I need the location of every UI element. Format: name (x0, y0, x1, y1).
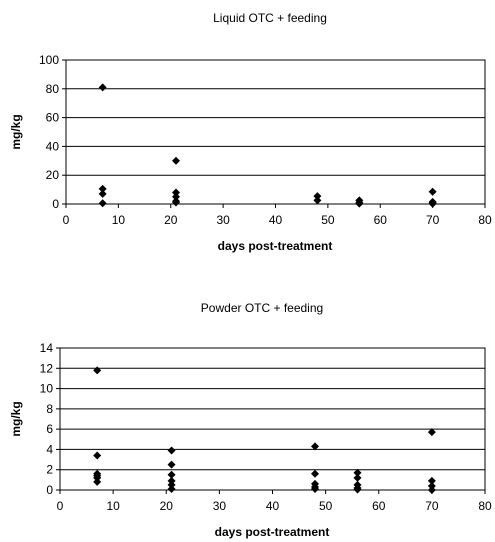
data-point-marker (167, 484, 176, 493)
x-tick-label: 70 (426, 213, 440, 227)
x-tick-label: 80 (478, 213, 492, 227)
y-tick-label: 6 (46, 422, 53, 436)
data-point-marker (313, 196, 322, 205)
data-point-marker (93, 366, 102, 375)
x-tick-label: 70 (425, 499, 439, 513)
data-point-marker (167, 446, 176, 455)
x-tick-label: 0 (63, 213, 70, 227)
chart-title: Powder OTC + feeding (201, 301, 323, 315)
data-point-marker (167, 480, 176, 489)
y-tick-label: 14 (40, 341, 54, 355)
data-point-marker (98, 184, 107, 193)
chart-title: Liquid OTC + feeding (213, 11, 327, 25)
y-tick-label: 20 (46, 168, 60, 182)
data-point-marker (427, 428, 436, 437)
data-point-marker (353, 473, 362, 482)
data-point-marker (427, 481, 436, 490)
data-point-marker (171, 198, 180, 207)
x-tick-label: 40 (266, 499, 280, 513)
data-point-marker (355, 199, 364, 208)
x-axis-label: days post-treatment (218, 239, 333, 253)
chart-liquid-otc: Liquid OTC + feeding 0 10 20 30 40 50 60 70 80 0… (9, 11, 492, 253)
data-point-marker (311, 442, 319, 451)
plot-area-frame (59, 347, 486, 491)
data-point-marker (427, 486, 436, 494)
y-tick-label: 100 (39, 53, 59, 67)
chart-powder-otc: Powder OTC + feeding 0 10 20 30 40 50 60 70 80 0… (9, 301, 492, 539)
data-point-marker (428, 199, 437, 208)
x-axis-ticks: 0 10 20 30 40 50 60 70 80 (63, 204, 492, 227)
x-axis-ticks: 0 10 20 30 40 50 60 70 80 (57, 490, 492, 513)
x-tick-label: 50 (321, 213, 335, 227)
data-point-marker (98, 83, 107, 92)
y-tick-label: 60 (46, 111, 60, 125)
x-tick-label: 40 (269, 213, 283, 227)
data-points (98, 83, 437, 208)
x-tick-label: 30 (213, 499, 227, 513)
data-point-marker (171, 192, 180, 201)
gridlines (60, 367, 485, 471)
data-point-marker (311, 469, 319, 478)
y-tick-label: 0 (52, 197, 59, 211)
x-tick-label: 80 (478, 499, 492, 513)
y-tick-label: 2 (46, 463, 53, 477)
data-point-marker (167, 460, 176, 469)
data-point-marker (167, 476, 176, 485)
gridlines (66, 88, 485, 176)
data-point-marker (98, 189, 107, 198)
y-axis-label: mg/kg (9, 114, 23, 149)
y-tick-label: 10 (40, 382, 54, 396)
x-tick-label: 10 (106, 499, 120, 513)
x-tick-label: 20 (160, 499, 174, 513)
x-tick-label: 60 (372, 499, 386, 513)
x-tick-label: 10 (112, 213, 126, 227)
data-point-marker (353, 468, 362, 477)
data-point-marker (311, 484, 319, 493)
y-axis-label: mg/kg (9, 401, 23, 436)
data-point-marker (93, 451, 102, 460)
x-tick-label: 60 (374, 213, 388, 227)
data-point-marker (93, 473, 102, 482)
x-tick-label: 20 (164, 213, 178, 227)
data-point-marker (428, 187, 437, 196)
x-axis-label: days post-treatment (215, 525, 330, 539)
x-tick-label: 50 (319, 499, 333, 513)
y-axis-ticks: 0 2 4 6 8 10 12 14 (40, 341, 60, 497)
data-point-marker (427, 476, 436, 485)
x-tick-label: 0 (57, 499, 64, 513)
y-tick-label: 40 (46, 139, 60, 153)
data-point-marker (171, 188, 180, 197)
data-point-marker (93, 477, 102, 486)
data-points (93, 366, 436, 494)
y-axis-ticks: 0 20 40 60 80 100 (39, 53, 66, 211)
data-point-marker (167, 470, 176, 479)
y-tick-label: 0 (46, 483, 53, 497)
y-tick-label: 80 (46, 82, 60, 96)
data-point-marker (313, 192, 322, 201)
plot-area-frame (65, 59, 486, 205)
y-tick-label: 4 (46, 442, 53, 456)
data-point-marker (98, 199, 107, 208)
y-tick-label: 8 (46, 402, 53, 416)
data-point-marker (353, 485, 362, 494)
y-tick-label: 12 (40, 361, 54, 375)
x-tick-label: 30 (216, 213, 230, 227)
data-point-marker (171, 156, 180, 165)
